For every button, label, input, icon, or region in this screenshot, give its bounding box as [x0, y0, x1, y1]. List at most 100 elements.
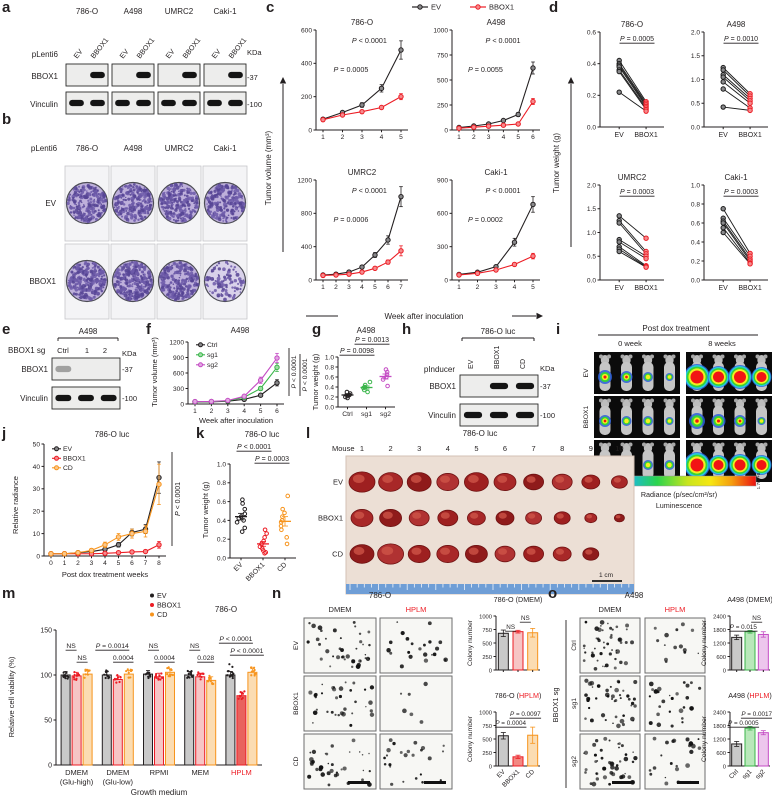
svg-text:P < 0.0001: P < 0.0001: [302, 358, 309, 391]
svg-text:1800: 1800: [713, 724, 726, 730]
svg-text:BBOX1: BBOX1: [583, 405, 590, 428]
svg-text:6: 6: [531, 134, 535, 141]
svg-text:Relative cell viability (%): Relative cell viability (%): [7, 656, 16, 737]
svg-text:BBOX1: BBOX1: [634, 132, 657, 139]
svg-text:0.6: 0.6: [217, 499, 226, 506]
svg-text:400: 400: [301, 244, 312, 251]
svg-text:sg2: sg2: [754, 768, 767, 781]
svg-text:Week after inoculation: Week after inoculation: [199, 416, 273, 425]
svg-text:UMRC2: UMRC2: [165, 7, 194, 16]
svg-text:BBOX1: BBOX1: [180, 36, 202, 60]
svg-text:0: 0: [36, 553, 40, 560]
svg-text:786-O: 786-O: [621, 20, 643, 29]
svg-text:1000: 1000: [433, 27, 448, 34]
panel-f: A498 Tumor volume (mm³) 0 300 600 900 1200 1 2 3 4…: [150, 326, 309, 425]
svg-text:P = 0.0010: P = 0.0010: [724, 36, 758, 43]
svg-text:200: 200: [301, 94, 312, 101]
svg-text:A498 (HPLM): A498 (HPLM): [728, 691, 772, 700]
svg-text:5: 5: [399, 134, 403, 141]
svg-text:4: 4: [502, 134, 506, 141]
svg-text:BBOX1: BBOX1: [318, 514, 343, 523]
svg-text:1000: 1000: [479, 614, 492, 620]
svg-text:786-O: 786-O: [76, 144, 98, 153]
svg-text:EV: EV: [293, 641, 300, 651]
svg-text:2: 2: [472, 134, 476, 141]
svg-text:-37: -37: [540, 382, 551, 391]
panel-m-label: m: [2, 585, 16, 602]
svg-text:7: 7: [532, 444, 536, 453]
svg-text:KDa: KDa: [540, 364, 555, 373]
svg-text:1: 1: [360, 444, 364, 453]
panel-e: A498 BBOX1 sg Ctrl 1 2 BBOX1 Vinculin KDa -37 -10…: [8, 327, 137, 410]
svg-text:500: 500: [437, 77, 448, 84]
panel-l: 786-O luc Mouse 1 2 3 4 5 6 7 8 9 10 EV BBOX1 CD 1 cm: [318, 429, 635, 595]
svg-text:Mouse: Mouse: [332, 444, 355, 453]
svg-text:EV: EV: [209, 47, 222, 60]
svg-text:MEM: MEM: [191, 768, 209, 777]
svg-text:Ctrl: Ctrl: [57, 346, 69, 355]
svg-text:7: 7: [144, 560, 148, 567]
svg-text:P < 0.0001: P < 0.0001: [175, 482, 182, 516]
svg-text:0: 0: [308, 277, 312, 284]
svg-text:Luminescence: Luminescence: [656, 501, 702, 510]
svg-text:3: 3: [417, 444, 421, 453]
panel-g: A498 P = 0.0013 P = 0.0098 Tumor weight (g)…: [311, 326, 395, 418]
svg-text:A498: A498: [124, 7, 143, 16]
svg-text:1.0: 1.0: [691, 77, 700, 84]
svg-text:BBOX1 sg: BBOX1 sg: [551, 687, 560, 722]
svg-text:Colony number: Colony number: [467, 619, 474, 666]
svg-text:786-O luc: 786-O luc: [481, 327, 516, 336]
svg-text:1.0: 1.0: [691, 182, 700, 189]
svg-text:Tumor volume (mm³): Tumor volume (mm³): [150, 337, 159, 407]
svg-text:5: 5: [516, 134, 520, 141]
svg-text:0.0: 0.0: [691, 124, 700, 131]
svg-text:BBOX1: BBOX1: [634, 285, 657, 292]
svg-text:CD: CD: [63, 465, 73, 472]
svg-text:786-O (HPLM): 786-O (HPLM): [495, 691, 542, 700]
panel-i-label: i: [556, 321, 561, 338]
svg-text:0.4: 0.4: [325, 384, 334, 391]
svg-text:30: 30: [33, 486, 41, 493]
svg-text:P = 0.0055: P = 0.0055: [468, 65, 503, 74]
svg-text:NS: NS: [521, 615, 530, 622]
svg-text:7: 7: [399, 284, 403, 291]
svg-text:KDa: KDa: [122, 349, 137, 358]
svg-text:750: 750: [482, 628, 492, 634]
svg-text:P = 0.0006: P = 0.0006: [333, 215, 368, 224]
svg-text:EV: EV: [583, 368, 590, 378]
svg-text:P = 0.0017: P = 0.0017: [741, 711, 772, 718]
svg-text:0.028: 0.028: [197, 655, 214, 662]
svg-text:2: 2: [389, 444, 393, 453]
svg-text:HPLM: HPLM: [665, 605, 686, 614]
svg-text:P < 0.0001: P < 0.0001: [486, 36, 521, 45]
svg-text:5: 5: [373, 284, 377, 291]
svg-text:4: 4: [380, 134, 384, 141]
svg-text:EV: EV: [615, 132, 625, 139]
svg-text:BBOX1: BBOX1: [29, 277, 56, 286]
svg-text:0.4: 0.4: [217, 518, 226, 525]
svg-text:P < 0.0001: P < 0.0001: [230, 648, 263, 655]
svg-text:8 weeks: 8 weeks: [708, 339, 736, 348]
svg-text:Ctrl: Ctrl: [342, 411, 353, 418]
svg-text:1: 1: [321, 134, 325, 141]
svg-text:Vinculin: Vinculin: [428, 411, 456, 420]
svg-text:3: 3: [226, 408, 230, 415]
svg-text:0 week: 0 week: [618, 339, 642, 348]
svg-text:10: 10: [33, 531, 41, 538]
svg-text:BBOX1: BBOX1: [429, 382, 456, 391]
svg-text:2: 2: [334, 284, 338, 291]
svg-text:1000: 1000: [479, 710, 492, 716]
svg-text:600: 600: [301, 27, 312, 34]
svg-text:EV: EV: [157, 591, 167, 600]
svg-text:CD: CD: [520, 359, 527, 369]
panel-c-label: c: [266, 0, 275, 16]
svg-text:A498 (DMEM): A498 (DMEM): [727, 595, 772, 604]
svg-text:1: 1: [457, 284, 461, 291]
svg-text:CD: CD: [293, 757, 300, 767]
svg-text:5: 5: [259, 408, 263, 415]
svg-text:1 cm: 1 cm: [599, 572, 613, 579]
svg-text:sg2: sg2: [380, 411, 391, 418]
svg-text:300: 300: [173, 386, 184, 393]
svg-text:100: 100: [40, 672, 52, 679]
